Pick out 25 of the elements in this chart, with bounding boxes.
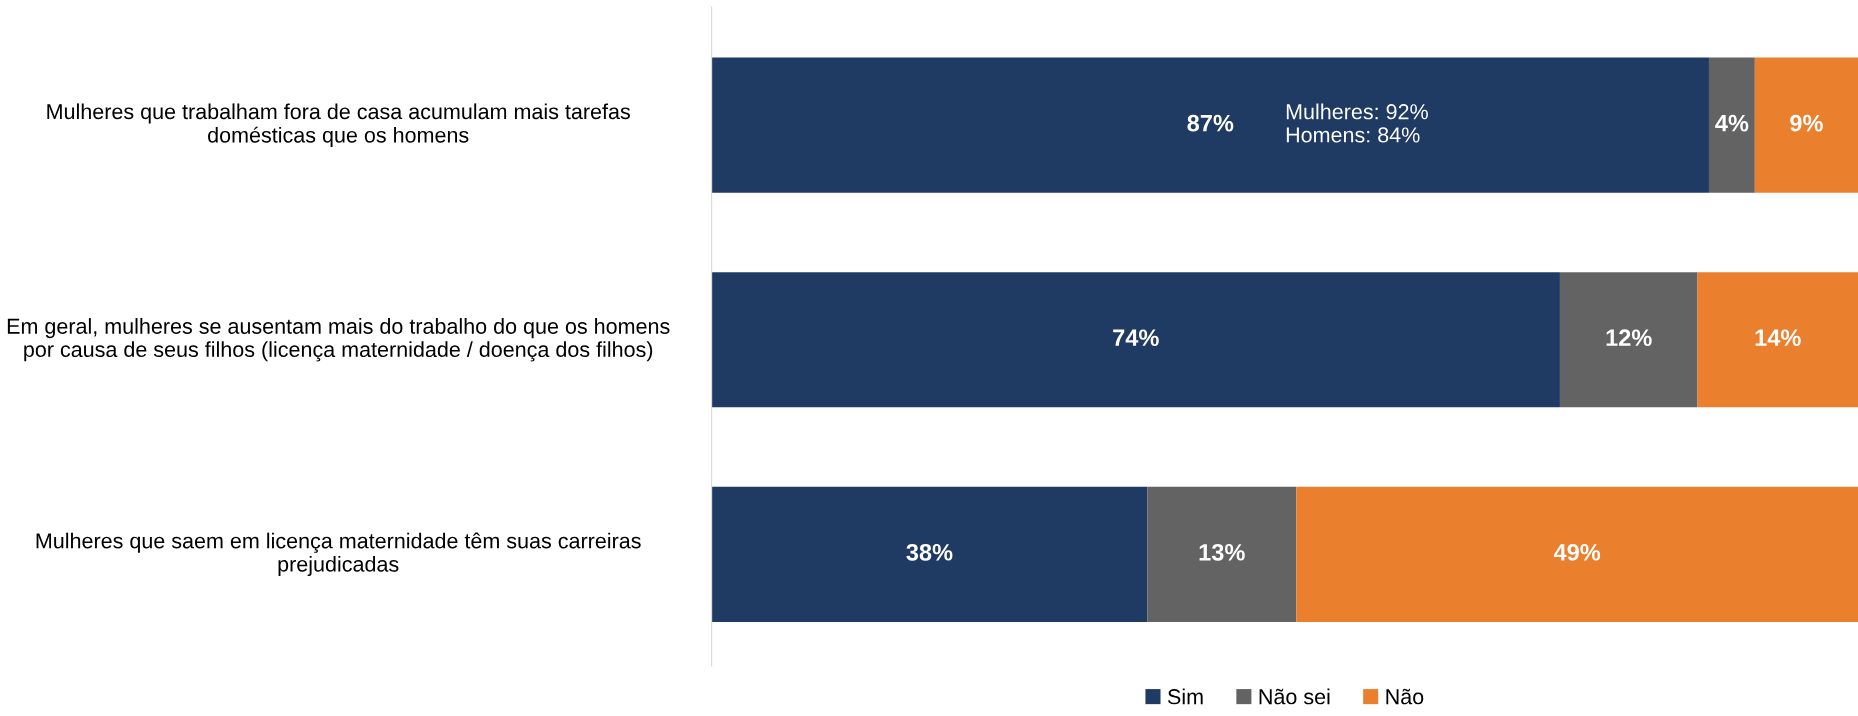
data-label: 9% — [1790, 114, 1823, 132]
bar — [1559, 272, 1698, 408]
annotation: Mulheres: 92% Homens: 84% — [1286, 103, 1428, 143]
legend-label: Não — [1386, 688, 1424, 705]
y-tick-label: Mulheres que trabalham fora de casa acumulam mais tarefas domésticas que os homens — [47, 103, 630, 147]
data-label: 49% — [1553, 543, 1601, 561]
y-tick-label: Mulheres que saem em licença maternidade têm suas carreiras prejudicadas — [36, 532, 641, 577]
bar — [1697, 272, 1858, 408]
data-label: 12% — [1606, 329, 1652, 347]
data-label: 74% — [1113, 329, 1159, 347]
bar — [711, 486, 1148, 622]
bar — [711, 272, 1560, 408]
bar — [1296, 486, 1858, 622]
bar — [1754, 57, 1858, 193]
data-label: 13% — [1199, 543, 1245, 561]
bar — [1147, 486, 1297, 622]
bar — [711, 57, 1709, 193]
data-label: 38% — [906, 543, 953, 561]
bar — [1708, 57, 1755, 193]
legend-label: Não sei — [1259, 688, 1330, 705]
data-label: 87% — [1187, 114, 1234, 132]
data-label: 4% — [1715, 114, 1749, 132]
legend-label: Sim — [1167, 688, 1203, 705]
data-label: 14% — [1755, 329, 1801, 347]
y-tick-label: Em geral, mulheres se ausentam mais do trabalho do que os homens por causa de seus filhos (licença maternidade / doença dos filhos) — [7, 318, 670, 362]
